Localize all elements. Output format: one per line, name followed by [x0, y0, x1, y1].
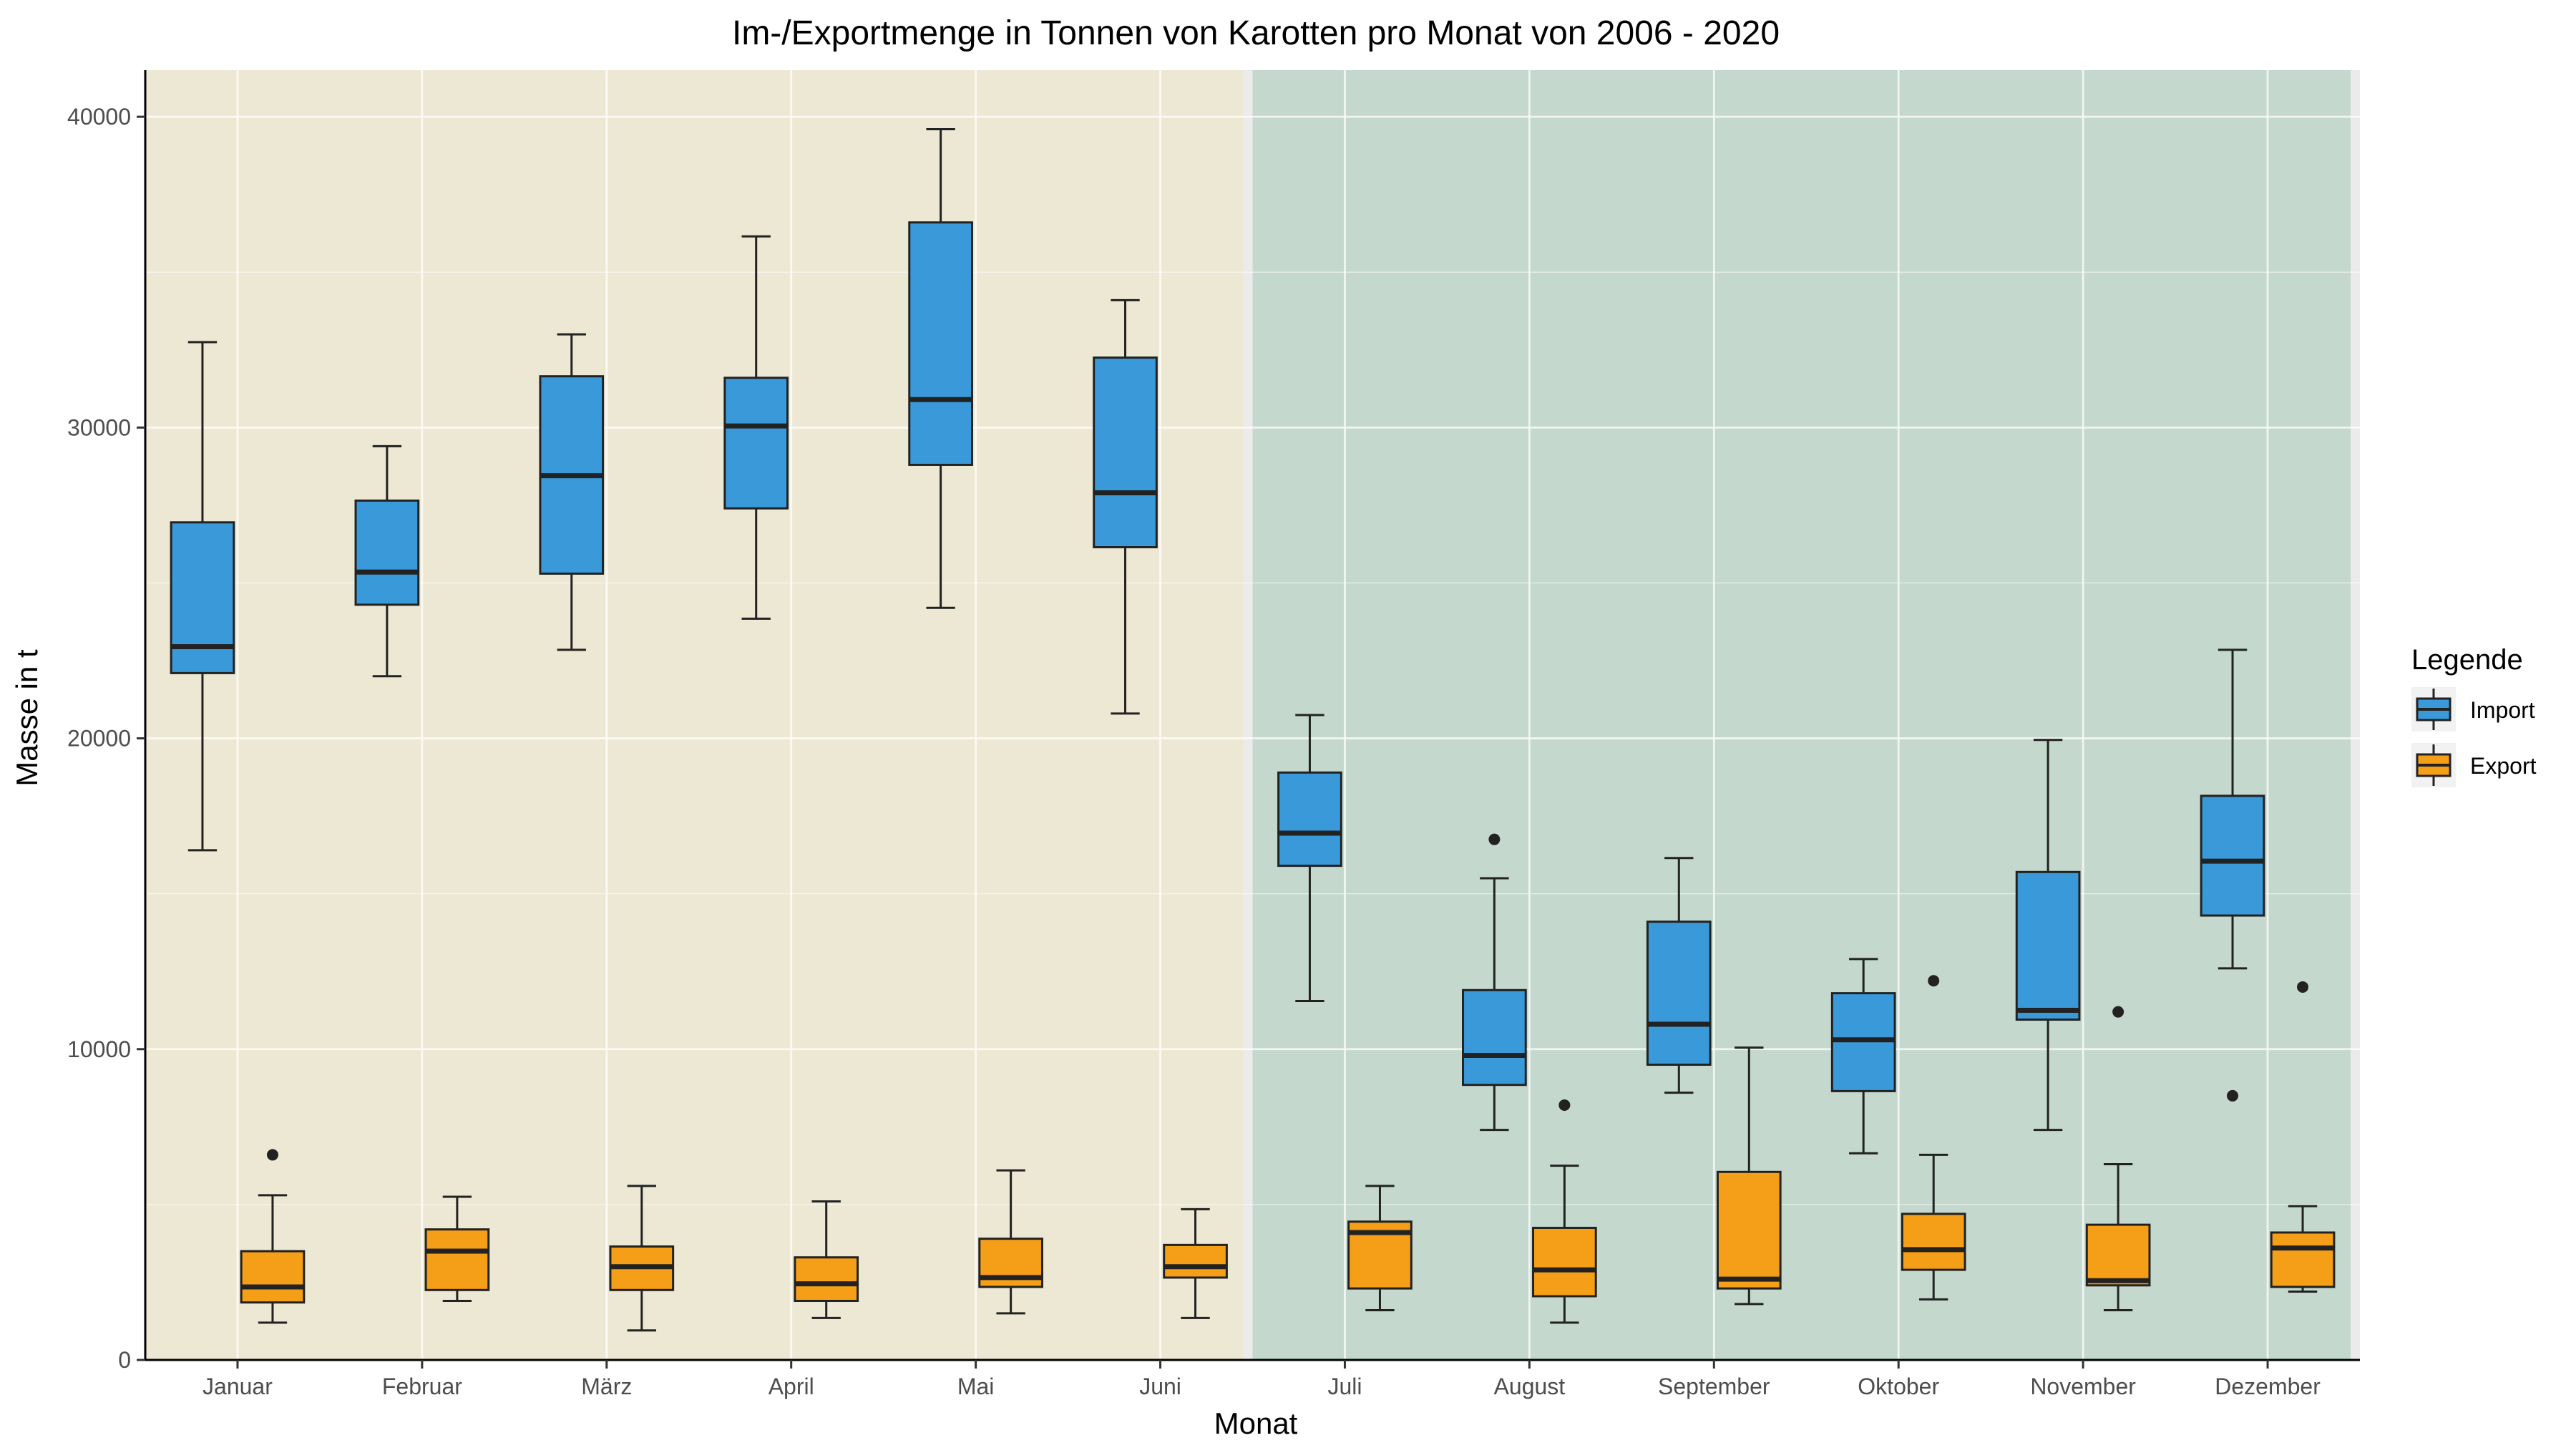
x-tick-label: November [2030, 1374, 2136, 1399]
legend-key-import [2411, 687, 2456, 732]
import-box-oktober [1830, 958, 1896, 1155]
y-tick-label: 40000 [67, 104, 131, 130]
legend-key-export [2411, 743, 2456, 787]
y-tick-label: 0 [118, 1347, 131, 1373]
import-box-april [723, 235, 789, 620]
y-axis-title: Masse in t [10, 649, 44, 787]
legend: Legende Import Export [2411, 644, 2537, 787]
export-box-februar [424, 1195, 490, 1302]
outlier-point [1558, 1099, 1571, 1111]
export-box-august [1532, 1099, 1597, 1324]
chart-title: Im-/Exportmenge in Tonnen von Karotten p… [732, 14, 1780, 52]
box-body [354, 499, 420, 606]
box-body [1901, 1213, 1966, 1271]
box-body [2200, 794, 2265, 917]
import-box-januar [170, 341, 235, 852]
box-body [1646, 920, 1712, 1066]
x-tick-label: August [1494, 1374, 1566, 1399]
export-box-juli [1347, 1185, 1413, 1312]
import-box-juni [1093, 298, 1158, 715]
import-box-dezember [2200, 648, 2265, 1102]
import-box-märz [539, 333, 605, 651]
x-tick-label: Oktober [1858, 1374, 1939, 1399]
background-band-1 [145, 70, 1244, 1360]
import-box-mai [908, 128, 973, 609]
box-body [424, 1228, 490, 1291]
box-body [240, 1250, 306, 1304]
outlier-point [1488, 833, 1501, 845]
x-tick-label: Mai [957, 1374, 995, 1399]
y-tick-label: 20000 [67, 726, 131, 752]
export-box-september [1716, 1046, 1782, 1306]
box-body [908, 221, 973, 466]
export-box-dezember [2270, 981, 2336, 1293]
plot-panel [145, 70, 2360, 1361]
x-tick-label: Juni [1139, 1374, 1181, 1399]
x-tick-label: Dezember [2215, 1374, 2321, 1399]
box-body [1093, 356, 1158, 549]
box-body [1716, 1170, 1782, 1290]
outlier-point [266, 1149, 278, 1161]
import-box-november [2015, 739, 2081, 1132]
x-tick-label: September [1658, 1374, 1770, 1399]
box-body [2085, 1223, 2151, 1287]
import-box-september [1646, 857, 1712, 1094]
export-box-november [2085, 1006, 2151, 1312]
box-body [2015, 870, 2081, 1021]
x-tick-label: März [581, 1374, 632, 1399]
x-tick-label: Januar [203, 1374, 273, 1399]
export-box-mai [978, 1169, 1043, 1315]
import-box-februar [354, 444, 420, 678]
boxes-layer [170, 128, 2336, 1332]
box-body [723, 376, 789, 510]
box-body [1462, 988, 1527, 1087]
x-tick-label: Juli [1327, 1374, 1362, 1399]
legend-label-import: Import [2470, 697, 2535, 723]
box-body [794, 1256, 859, 1302]
y-tick-label: 10000 [67, 1036, 131, 1062]
outlier-point [1928, 975, 1940, 987]
import-box-juli [1277, 714, 1342, 1002]
export-box-oktober [1901, 975, 1966, 1301]
box-body [170, 521, 235, 674]
axes-layer: 0 10000 20000 30000 40000 Januar Februar März Ap… [67, 70, 2360, 1399]
outlier-point [2112, 1006, 2124, 1018]
background-band-2 [1252, 70, 2351, 1360]
x-tick-label: Februar [382, 1374, 462, 1399]
export-box-märz [609, 1185, 675, 1332]
x-tick-label: April [769, 1374, 814, 1399]
legend-title: Legende [2411, 644, 2523, 676]
outlier-point [2297, 981, 2309, 993]
outlier-point [2227, 1089, 2239, 1102]
box-body [1532, 1226, 1597, 1298]
box-body [2270, 1231, 2336, 1288]
box-body [1163, 1243, 1228, 1279]
export-box-januar [240, 1149, 306, 1324]
y-tick-label: 30000 [67, 414, 131, 440]
export-box-april [794, 1200, 859, 1319]
import-box-august [1462, 833, 1527, 1132]
export-box-juni [1163, 1207, 1228, 1319]
box-body [1277, 771, 1342, 868]
legend-label-export: Export [2470, 753, 2537, 779]
x-axis-title: Monat [1214, 1406, 1298, 1440]
